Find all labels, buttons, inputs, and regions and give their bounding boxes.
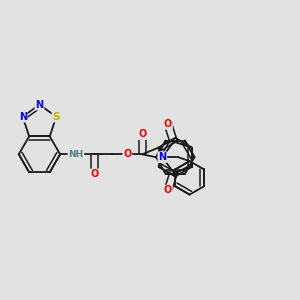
Text: O: O xyxy=(123,149,131,159)
Text: S: S xyxy=(52,112,60,122)
Text: O: O xyxy=(164,119,172,129)
Text: O: O xyxy=(138,129,146,139)
Text: N: N xyxy=(158,152,166,162)
Text: O: O xyxy=(164,185,172,196)
Text: NH: NH xyxy=(68,150,83,159)
Text: O: O xyxy=(91,169,99,179)
Text: N: N xyxy=(19,112,27,122)
Text: N: N xyxy=(35,100,44,110)
